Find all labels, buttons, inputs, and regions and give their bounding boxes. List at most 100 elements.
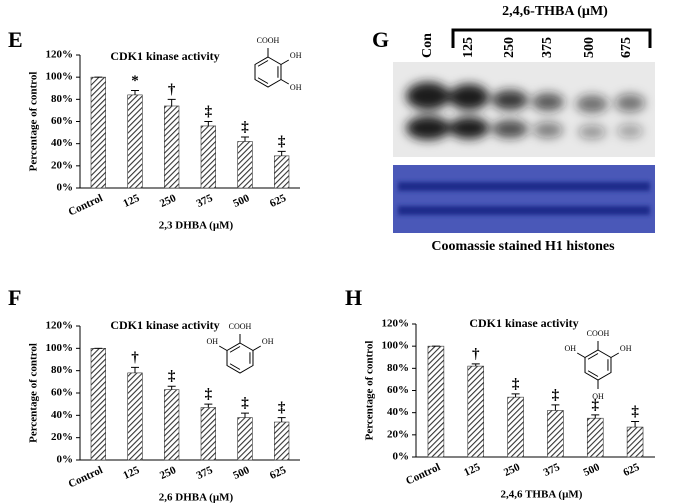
error-bar — [241, 412, 249, 418]
substituent-label: COOH — [229, 322, 252, 331]
x-tick-label: Control — [404, 461, 442, 487]
x-tick-label: 125 — [462, 461, 482, 479]
lane-label: 500 — [582, 37, 597, 58]
substituent-label: OH — [565, 344, 577, 353]
panel-letter: E — [8, 27, 23, 52]
substituent-label: OH — [262, 337, 274, 346]
y-tick-label: 120% — [46, 49, 74, 61]
ring-double-bonds — [229, 346, 251, 370]
bracket — [451, 28, 652, 48]
substituent-bond — [280, 79, 290, 85]
y-tick-label: 0% — [57, 454, 74, 466]
y-tick-label: 100% — [46, 342, 74, 354]
substituent-label: COOH — [587, 329, 610, 338]
lane-label: 375 — [540, 37, 555, 58]
y-tick-label: 0% — [57, 182, 74, 194]
error-bar — [131, 366, 139, 373]
error-bar — [591, 414, 600, 419]
x-tick-label: 250 — [158, 464, 178, 482]
coomassie-bands — [398, 182, 650, 215]
error-bar — [511, 393, 520, 398]
bar — [547, 410, 564, 458]
bar — [237, 417, 253, 461]
significance-marker: ‡ — [592, 397, 600, 413]
bar — [427, 345, 445, 458]
x-tick-label: 625 — [621, 461, 641, 479]
significance-marker: ‡ — [278, 134, 286, 150]
x-tick-label: 375 — [195, 464, 215, 482]
chart-title: CDK1 kinase activity — [110, 318, 219, 332]
substituent-label: OH — [207, 337, 219, 346]
benzene-ring — [584, 349, 612, 381]
bar — [164, 105, 180, 189]
y-tick-label: 40% — [387, 406, 409, 418]
significance-marker: † — [168, 82, 176, 98]
bar — [586, 417, 604, 458]
bar — [467, 365, 485, 458]
lane-label: Con — [420, 33, 435, 58]
y-tick-label: 0% — [393, 451, 410, 463]
bar — [200, 125, 216, 189]
substituent-label: OH — [290, 51, 302, 60]
y-axis-label: Percentage of control — [28, 72, 40, 172]
x-tick-label: 125 — [121, 192, 141, 210]
significance-marker: ‡ — [241, 396, 249, 412]
x-axis-label: 2,3 DHBA (µM) — [159, 220, 234, 232]
panel-letter: H — [345, 285, 362, 310]
y-tick-label: 20% — [51, 431, 73, 443]
bar — [274, 155, 290, 189]
error-bar — [204, 403, 213, 408]
bar — [164, 389, 180, 461]
y-tick-label: 20% — [51, 159, 73, 171]
error-bar — [204, 121, 213, 126]
substituent-bond — [218, 345, 228, 351]
y-tick-label: 40% — [51, 409, 73, 421]
bar — [274, 421, 290, 461]
ring-double-bonds — [587, 353, 609, 377]
x-tick-label: 375 — [542, 461, 562, 479]
significance-marker: ‡ — [168, 369, 176, 385]
significance-marker: ‡ — [552, 387, 560, 403]
lane-label: 675 — [619, 37, 634, 58]
gel-caption: Coomassie stained H1 histones — [431, 239, 615, 254]
x-axis-label: 2,4,6 THBA (µM) — [501, 489, 583, 501]
lane-label: 250 — [502, 37, 517, 58]
error-bar — [551, 404, 560, 411]
x-tick-label: 250 — [158, 192, 178, 210]
x-tick-label: 500 — [582, 461, 602, 479]
y-axis-label: Percentage of control — [364, 341, 376, 441]
substituent-bond — [252, 345, 262, 351]
y-tick-label: 60% — [51, 115, 73, 127]
substituent-bond — [610, 352, 620, 358]
substituent-label: COOH — [257, 36, 280, 45]
error-bar — [167, 385, 176, 390]
x-tick-label: 500 — [231, 192, 251, 210]
panel-letter: G — [372, 27, 389, 52]
error-bar — [277, 417, 286, 423]
y-tick-label: 40% — [51, 137, 73, 149]
panel-letter: F — [8, 285, 21, 310]
x-axis-label: 2,6 DHBA (µM) — [159, 492, 234, 504]
bar — [90, 348, 106, 461]
x-tick-label: Control — [67, 192, 105, 218]
x-tick-label: 125 — [121, 464, 141, 482]
substituent-label: OH — [592, 392, 604, 401]
significance-marker: ‡ — [278, 400, 286, 416]
y-axis-label: Percentage of control — [28, 343, 40, 443]
bar — [127, 94, 143, 189]
error-bar — [277, 150, 286, 156]
benzene-ring — [226, 342, 254, 374]
significance-marker: ‡ — [241, 119, 249, 135]
significance-marker: ‡ — [205, 387, 213, 403]
significance-marker: ‡ — [631, 404, 639, 420]
y-tick-label: 20% — [387, 428, 409, 440]
chart-title: CDK1 kinase activity — [469, 316, 578, 330]
significance-marker: † — [472, 346, 480, 362]
bar — [127, 372, 143, 461]
y-tick-label: 100% — [382, 340, 410, 352]
y-tick-label: 80% — [51, 364, 73, 376]
bar — [200, 407, 216, 461]
gel-title: 2,4,6-THBA (µM) — [502, 4, 608, 19]
substituent-bond — [576, 352, 586, 358]
